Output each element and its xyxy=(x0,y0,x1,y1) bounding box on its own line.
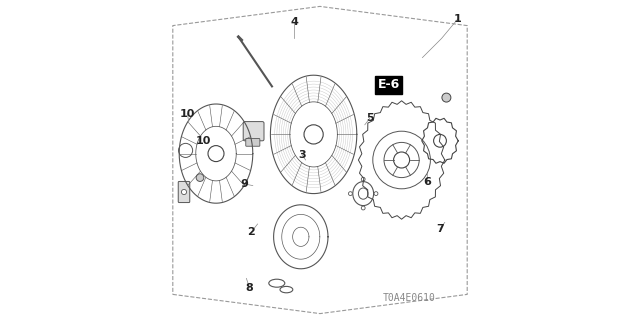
Text: 2: 2 xyxy=(247,227,255,237)
FancyBboxPatch shape xyxy=(246,139,260,146)
Text: 3: 3 xyxy=(299,150,306,160)
Text: 7: 7 xyxy=(436,224,444,234)
Text: 9: 9 xyxy=(241,179,249,189)
Text: E-6: E-6 xyxy=(378,78,400,91)
Text: 8: 8 xyxy=(246,283,253,293)
Text: 1: 1 xyxy=(454,14,461,24)
Circle shape xyxy=(182,189,187,195)
Text: 10: 10 xyxy=(179,108,195,119)
Circle shape xyxy=(374,192,378,196)
Circle shape xyxy=(361,177,365,181)
FancyBboxPatch shape xyxy=(243,122,264,141)
Text: 5: 5 xyxy=(366,113,373,124)
Text: 10: 10 xyxy=(195,136,211,146)
Circle shape xyxy=(442,93,451,102)
Text: 4: 4 xyxy=(291,17,298,28)
Circle shape xyxy=(196,174,204,181)
Circle shape xyxy=(348,192,352,196)
Text: T0A4E0610: T0A4E0610 xyxy=(382,292,435,303)
Circle shape xyxy=(361,206,365,210)
FancyBboxPatch shape xyxy=(178,181,189,203)
Text: 6: 6 xyxy=(423,177,431,188)
